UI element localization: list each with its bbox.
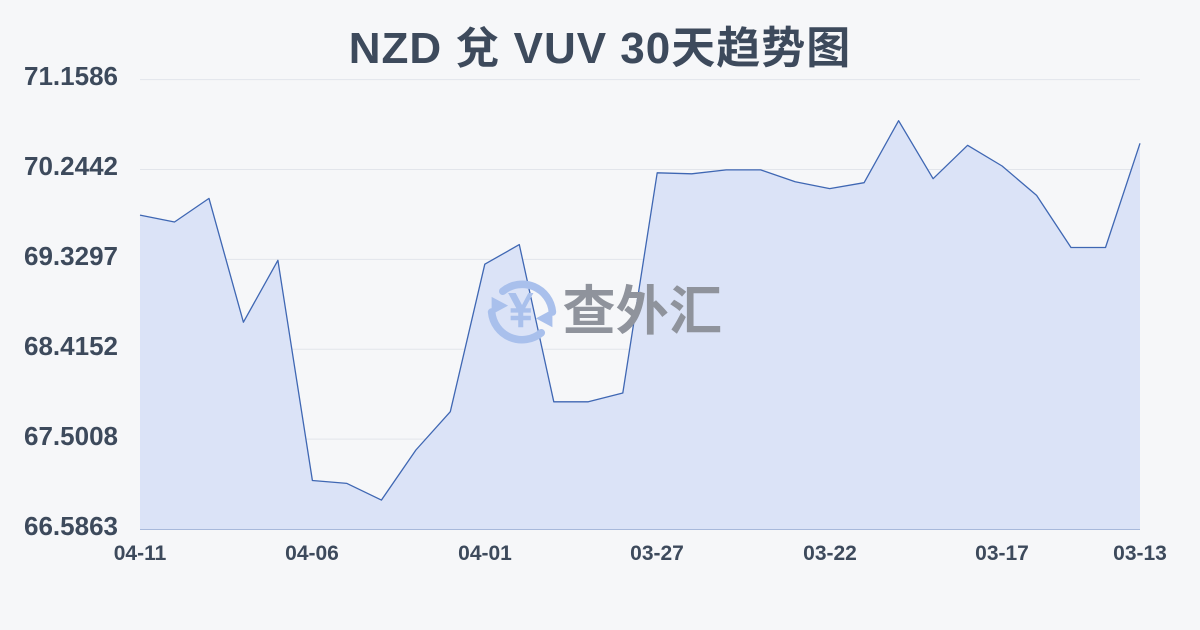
svg-text:04-06: 04-06 <box>285 542 339 565</box>
svg-text:03-27: 03-27 <box>630 542 684 565</box>
svg-text:66.5863: 66.5863 <box>24 511 118 541</box>
svg-text:03-13: 03-13 <box>1113 542 1167 565</box>
svg-text:04-11: 04-11 <box>114 542 167 565</box>
svg-text:68.4152: 68.4152 <box>24 331 118 361</box>
svg-text:04-01: 04-01 <box>458 542 512 565</box>
svg-text:查外汇: 查外汇 <box>563 283 722 342</box>
svg-text:03-17: 03-17 <box>975 542 1029 565</box>
svg-text:67.5008: 67.5008 <box>24 421 118 451</box>
svg-text:69.3297: 69.3297 <box>24 241 118 271</box>
svg-text:70.2442: 70.2442 <box>24 151 118 181</box>
svg-text:71.1586: 71.1586 <box>24 61 118 91</box>
svg-text:03-22: 03-22 <box>803 542 857 565</box>
